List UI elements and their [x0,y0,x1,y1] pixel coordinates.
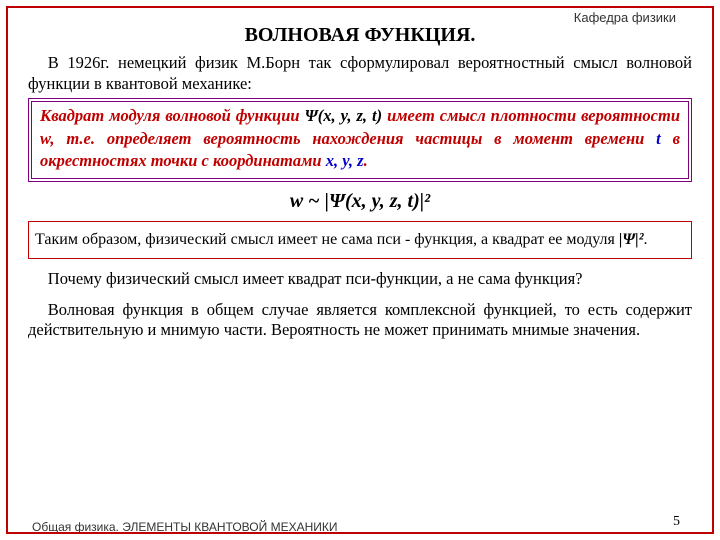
note-text-1: Таким образом, физический смысл имеет не… [35,231,619,248]
note-box: Таким образом, физический смысл имеет не… [28,221,692,259]
psi-function-expr: Ψ(x, y, z, t) [305,106,383,125]
question-paragraph: Почему физический смысл имеет квадрат пс… [28,269,692,290]
page-title: ВОЛНОВАЯ ФУНКЦИЯ. [28,24,692,47]
psi-squared: |Ψ|² [619,231,644,248]
definition-text: Квадрат модуля волновой функции Ψ(x, y, … [40,105,680,172]
note-dot: . [643,231,647,248]
note-text: Таким образом, физический смысл имеет не… [35,230,685,250]
probability-formula: w ~ |Ψ(x, y, z, t)|² [28,190,692,213]
def-mid: т.е. определяет вероятность нахождения ч… [55,129,657,148]
xyz-variables: x, y, z [326,151,364,170]
answer-paragraph: Волновая функция в общем случае является… [28,300,692,341]
def-lead: Квадрат модуля волновой функции [40,106,305,125]
definition-box: Квадрат модуля волновой функции Ψ(x, y, … [28,98,692,182]
def-dot: . [364,151,368,170]
def-after-psi: имеет смысл [382,106,491,125]
slide-content: Кафедра физики ВОЛНОВАЯ ФУНКЦИЯ. В 1926г… [12,10,708,530]
footer-label: Общая физика. ЭЛЕМЕНТЫ КВАНТОВОЙ МЕХАНИК… [32,520,337,534]
page-number: 5 [673,514,680,530]
department-label: Кафедра физики [574,10,676,25]
intro-paragraph: В 1926г. немецкий физик М.Борн так сформ… [28,53,692,94]
